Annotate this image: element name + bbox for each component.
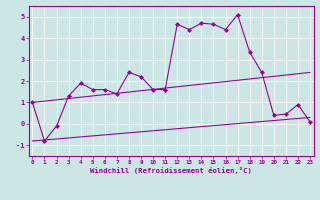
X-axis label: Windchill (Refroidissement éolien,°C): Windchill (Refroidissement éolien,°C) bbox=[90, 167, 252, 174]
